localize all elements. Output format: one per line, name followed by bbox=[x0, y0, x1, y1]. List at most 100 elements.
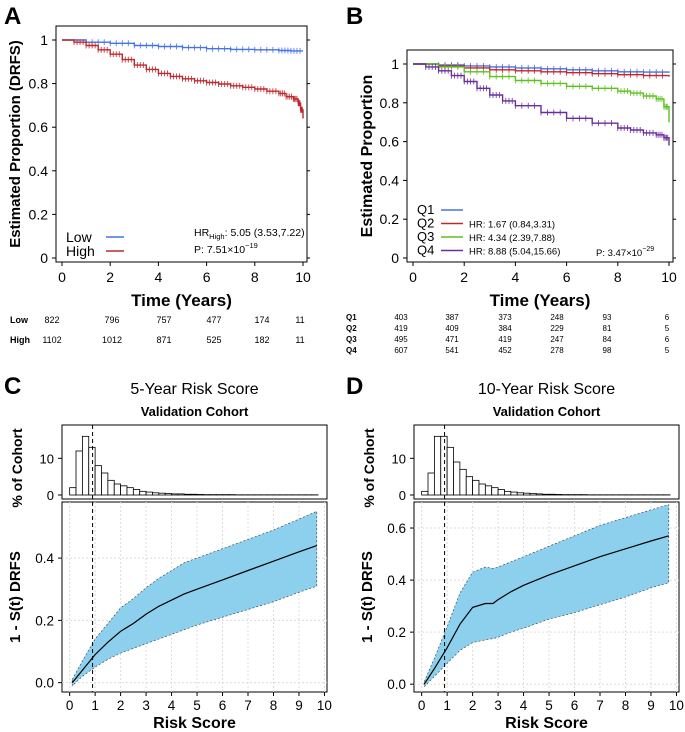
x-tick-label: 1 bbox=[91, 698, 99, 713]
risk-cell: 278 bbox=[550, 346, 564, 355]
risk-cell: 419 bbox=[394, 324, 408, 333]
risk-cell: 477 bbox=[206, 315, 221, 325]
panel-letter-d: D bbox=[346, 373, 363, 400]
histogram-bar bbox=[190, 493, 198, 496]
panel-subtitle: Validation Cohort bbox=[493, 404, 601, 419]
risk-cell: 387 bbox=[445, 313, 459, 322]
x-tick-label: 1 bbox=[443, 698, 451, 713]
risk-cell: 757 bbox=[156, 315, 171, 325]
histogram-bar bbox=[132, 489, 141, 496]
hr-annotation: HRHigh: 5.05 (3.53,7.22) bbox=[194, 227, 305, 241]
histogram-bar bbox=[75, 450, 83, 496]
histogram-frame bbox=[413, 424, 680, 500]
risk-cell: 5 bbox=[665, 324, 670, 333]
x-tick-label: 2 bbox=[469, 698, 477, 713]
y-tick-label: 0.4 bbox=[380, 172, 400, 188]
risk-cell: 525 bbox=[206, 335, 221, 345]
risk-cell: 11 bbox=[295, 315, 304, 325]
x-tick-label: 4 bbox=[168, 698, 176, 713]
x-tick-label: 6 bbox=[219, 698, 227, 713]
x-tick-label: 10 bbox=[317, 698, 332, 713]
histogram-bar bbox=[171, 493, 179, 496]
legend-label-q3: Q3 bbox=[417, 229, 434, 244]
histogram-bar bbox=[510, 491, 518, 496]
y-tick-label: 0 bbox=[40, 250, 48, 266]
histogram-bar bbox=[139, 490, 147, 496]
y-tick-label: 0.2 bbox=[29, 206, 49, 222]
risk-cell: 182 bbox=[254, 335, 269, 345]
risk-row-label: Q1 bbox=[346, 313, 357, 322]
histogram-bar bbox=[101, 472, 109, 496]
x-axis-label: Time (Years) bbox=[490, 291, 591, 310]
legend-label-q4: Q4 bbox=[417, 243, 434, 258]
x-axis-label: Risk Score bbox=[153, 715, 236, 732]
y-tick-label: 0.4 bbox=[35, 551, 54, 566]
histogram-bar bbox=[504, 490, 512, 496]
x-tick-label: 2 bbox=[117, 698, 125, 713]
x-tick-label: 10 bbox=[661, 269, 677, 285]
x-tick-label: 5 bbox=[545, 698, 553, 713]
histogram-bar bbox=[421, 490, 429, 496]
risk-cell: 495 bbox=[394, 335, 408, 344]
risk-cell: 822 bbox=[44, 315, 59, 325]
risk-cell: 93 bbox=[603, 313, 612, 322]
histogram-bar bbox=[459, 468, 467, 496]
risk-cell: 796 bbox=[104, 315, 119, 325]
x-tick-label: 8 bbox=[622, 698, 630, 713]
hist-y-tick-label: 0 bbox=[47, 488, 54, 503]
x-tick-label: 6 bbox=[571, 698, 579, 713]
risk-cell: 84 bbox=[603, 335, 612, 344]
risk-cell: 541 bbox=[445, 346, 459, 355]
risk-row-label: Q4 bbox=[346, 346, 357, 355]
x-tick-label: 6 bbox=[203, 269, 211, 285]
x-tick-label: 0 bbox=[418, 698, 426, 713]
histogram-bar bbox=[183, 493, 192, 496]
risk-cell: 871 bbox=[156, 335, 171, 345]
legend-label-q2: Q2 bbox=[417, 216, 434, 231]
x-tick-label: 0 bbox=[409, 269, 417, 285]
risk-cell: 11 bbox=[295, 335, 304, 345]
y-tick-label: 0.8 bbox=[29, 76, 49, 92]
risk-cell: 607 bbox=[394, 346, 408, 355]
histogram-frame bbox=[61, 424, 328, 500]
hist-y-axis-label: % of Cohort bbox=[361, 428, 377, 508]
plot-frame bbox=[55, 25, 308, 263]
histogram-bar bbox=[516, 492, 524, 496]
panel-letter-c: C bbox=[4, 373, 21, 400]
y-tick-label: 1 bbox=[391, 56, 399, 72]
x-tick-label: 8 bbox=[251, 269, 259, 285]
y-axis-label: Estimated Proportion (DRFS) bbox=[7, 40, 24, 248]
x-tick-label: 2 bbox=[460, 269, 468, 285]
y-tick-label: 0.2 bbox=[35, 613, 54, 628]
risk-cell: 6 bbox=[665, 335, 670, 344]
histogram-bar bbox=[446, 446, 454, 496]
histogram-bar bbox=[152, 492, 160, 496]
histogram-bar bbox=[535, 493, 544, 496]
y-tick-label: 1 bbox=[40, 32, 48, 48]
risk-row-label: Q3 bbox=[346, 335, 357, 344]
x-tick-label: 3 bbox=[494, 698, 502, 713]
panel-title: 10-Year Risk Score bbox=[478, 381, 615, 398]
y-tick-label: 0.6 bbox=[29, 119, 49, 135]
hist-y-tick-label: 10 bbox=[40, 451, 54, 466]
mean-line bbox=[71, 545, 317, 684]
risk-cell: 5 bbox=[665, 346, 670, 355]
histogram-bar bbox=[497, 489, 505, 496]
risk-cell: 471 bbox=[445, 335, 459, 344]
histogram-bar bbox=[478, 483, 486, 496]
risk-cell: 81 bbox=[603, 324, 612, 333]
hr-annotation-q4: HR: 8.88 (5.04,15.66) bbox=[469, 247, 560, 258]
risk-cell: 98 bbox=[603, 346, 612, 355]
y-tick-label: 0.2 bbox=[387, 625, 406, 640]
histogram-bar bbox=[491, 487, 499, 496]
legend-label-high: High bbox=[66, 243, 95, 259]
plot-frame bbox=[61, 501, 328, 693]
confidence-band bbox=[423, 504, 670, 688]
risk-cell: 1012 bbox=[102, 335, 122, 345]
y-tick-label: 0.0 bbox=[387, 677, 406, 692]
risk-row-label: Low bbox=[10, 315, 29, 325]
y-axis-label: 1 - S(t) DRFS bbox=[7, 551, 24, 643]
histogram-bar bbox=[113, 483, 122, 496]
risk-cell: 247 bbox=[550, 335, 564, 344]
y-axis-label: 1 - S(t) DRFS bbox=[359, 551, 376, 643]
